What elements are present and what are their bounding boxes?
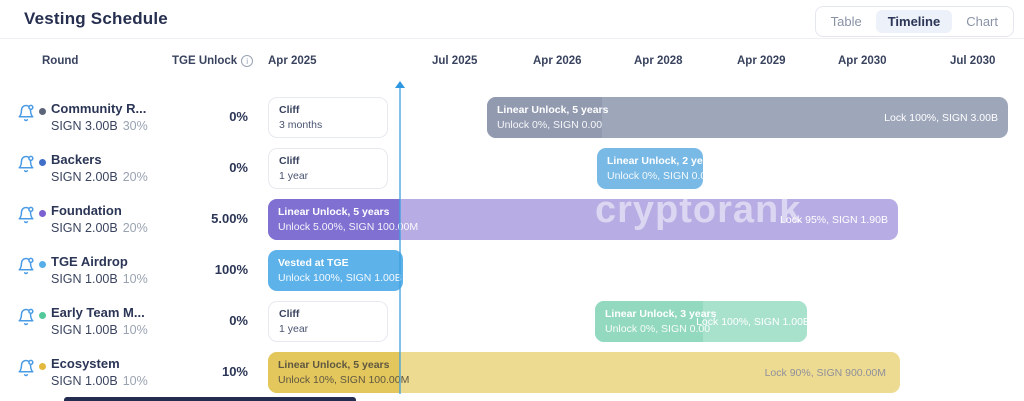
bar-subtitle: Unlock 5.00%, SIGN 100.00M	[278, 220, 419, 233]
bell-alert-icon[interactable]	[17, 359, 35, 377]
round-color-dot	[39, 261, 46, 268]
axis-label: Jul 2030	[950, 55, 996, 67]
tge-unlock-value: 100%	[214, 262, 248, 277]
round-name[interactable]: Foundation	[51, 203, 122, 218]
round-color-dot	[39, 210, 46, 217]
cropped-element	[64, 397, 356, 401]
round-name[interactable]: Ecosystem	[51, 356, 120, 371]
round-allocation: SIGN 3.00B 30%	[51, 119, 148, 133]
table-row: Community R... SIGN 3.00B 30% 0% Cliff 3 …	[0, 95, 1024, 146]
current-date-arrow-icon	[395, 81, 405, 88]
bar-label-segment	[268, 352, 400, 393]
tge-unlock-value: 0%	[229, 109, 248, 124]
round-name[interactable]: Early Team M...	[51, 305, 145, 320]
vesting-bar[interactable]: Vested at TGE Unlock 100%, SIGN 1.00B	[268, 250, 403, 291]
bar-title: Linear Unlock, 5 years	[278, 205, 390, 218]
round-allocation: SIGN 2.00B 20%	[51, 221, 148, 235]
timeline-chart: Community R... SIGN 3.00B 30% 0% Cliff 3 …	[0, 93, 1024, 393]
cliff-box[interactable]: Cliff 3 months	[268, 97, 388, 138]
cliff-box[interactable]: Cliff 1 year	[268, 148, 388, 189]
vesting-bar[interactable]: Linear Unlock, 5 years Unlock 10%, SIGN …	[268, 352, 900, 393]
bar-subtitle: Unlock 0%, SIGN 0.00	[605, 322, 711, 335]
axis-label: Apr 2028	[634, 55, 683, 67]
bar-label-segment	[268, 199, 400, 240]
round-color-dot	[39, 108, 46, 115]
vesting-bar[interactable]: Linear Unlock, 2 years Unlock 0%, SIGN 0…	[597, 148, 718, 189]
bell-alert-icon[interactable]	[17, 206, 35, 224]
bar-label-segment	[595, 301, 703, 342]
tab-table[interactable]: Table	[819, 10, 874, 33]
bar-lock-label: Lock 100%, SIGN 3.00B	[884, 111, 998, 124]
bar-subtitle: Unlock 100%, SIGN 1.00B	[278, 271, 402, 284]
bar-subtitle: Unlock 0%, SIGN 0.00	[607, 169, 713, 182]
tge-unlock-value: 0%	[229, 313, 248, 328]
header-divider	[0, 38, 1024, 39]
round-color-dot	[39, 312, 46, 319]
vesting-bar[interactable]: Linear Unlock, 5 years Unlock 0%, SIGN 0…	[487, 97, 1008, 138]
bell-alert-icon[interactable]	[17, 155, 35, 173]
round-name[interactable]: Backers	[51, 152, 102, 167]
cliff-box[interactable]: Cliff 1 year	[268, 301, 388, 342]
table-row: Early Team M... SIGN 1.00B 10% 0% Cliff 1…	[0, 299, 1024, 350]
tge-unlock-value: 0%	[229, 160, 248, 175]
bell-alert-icon[interactable]	[17, 257, 35, 275]
axis-label: Apr 2030	[838, 55, 887, 67]
bar-title: Linear Unlock, 5 years	[278, 358, 390, 371]
bell-alert-icon[interactable]	[17, 104, 35, 122]
bar-title: Linear Unlock, 3 years	[605, 307, 717, 320]
bar-lock-label: Lock 90%, SIGN 900.00M	[764, 366, 886, 379]
bell-alert-icon[interactable]	[17, 308, 35, 326]
info-icon[interactable]: i	[241, 55, 254, 67]
axis-label: Apr 2025	[268, 55, 317, 67]
bar-subtitle: Unlock 0%, SIGN 0.00	[497, 118, 603, 131]
tge-unlock-value: 5.00%	[211, 211, 248, 226]
tge-unlock-column-header: TGE Unlock i	[172, 55, 254, 67]
round-allocation: SIGN 1.00B 10%	[51, 374, 148, 388]
round-allocation: SIGN 1.00B 10%	[51, 323, 148, 337]
table-row: Ecosystem SIGN 1.00B 10% 10% Linear Unloc…	[0, 350, 1024, 401]
bar-title: Linear Unlock, 5 years	[497, 103, 609, 116]
round-color-dot	[39, 363, 46, 370]
round-column-header: Round	[42, 55, 79, 67]
tab-timeline[interactable]: Timeline	[875, 10, 953, 33]
round-color-dot	[39, 159, 46, 166]
bar-label-segment	[487, 97, 602, 138]
round-allocation: SIGN 2.00B 20%	[51, 170, 148, 184]
bar-lock-label: Lock 95%, SIGN 1.90B	[780, 213, 888, 226]
bar-title: Linear Unlock, 2 years	[607, 154, 719, 167]
bar-lock-label: Lock 100%, SIGN 1.00B	[696, 315, 810, 328]
round-name[interactable]: TGE Airdrop	[51, 254, 128, 269]
table-row: Foundation SIGN 2.00B 20% 5.00% Linear Un…	[0, 197, 1024, 248]
table-row: Backers SIGN 2.00B 20% 0% Cliff 1 year Li…	[0, 146, 1024, 197]
view-switcher: Table Timeline Chart	[814, 6, 1014, 37]
table-row: TGE Airdrop SIGN 1.00B 10% 100% Vested at…	[0, 248, 1024, 299]
current-date-line	[399, 88, 401, 394]
page-title: Vesting Schedule	[24, 9, 168, 28]
vesting-bar[interactable]: Linear Unlock, 3 years Unlock 0%, SIGN 0…	[595, 301, 810, 342]
column-headers: Round TGE Unlock i Apr 2025 Jul 2025 Apr…	[0, 55, 1024, 75]
round-allocation: SIGN 1.00B 10%	[51, 272, 148, 286]
bar-title: Vested at TGE	[278, 256, 349, 269]
tab-chart[interactable]: Chart	[954, 10, 1010, 33]
vesting-bar[interactable]: Linear Unlock, 5 years Unlock 5.00%, SIG…	[268, 199, 898, 240]
bar-subtitle: Unlock 10%, SIGN 100.00M	[278, 373, 410, 386]
axis-label: Apr 2029	[737, 55, 786, 67]
axis-label: Apr 2026	[533, 55, 582, 67]
axis-label: Jul 2025	[432, 55, 478, 67]
tge-unlock-value: 10%	[221, 364, 248, 379]
round-name[interactable]: Community R...	[51, 101, 147, 116]
